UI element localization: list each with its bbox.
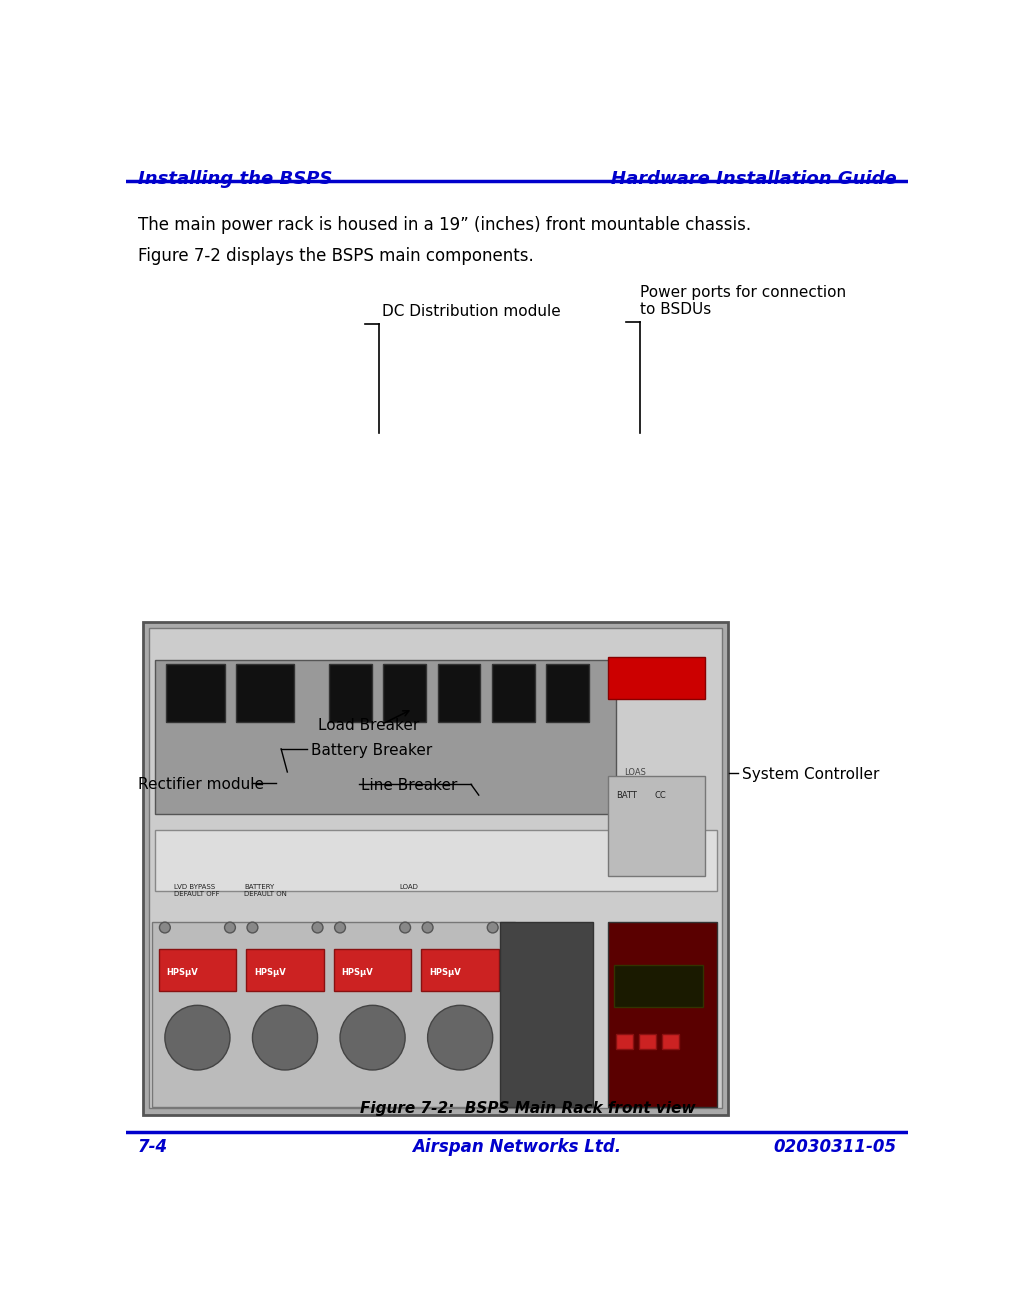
Text: BATT: BATT (615, 792, 637, 801)
Text: Airspan Networks Ltd.: Airspan Networks Ltd. (412, 1138, 622, 1156)
Bar (149, 628, 722, 1109)
Text: System Controller: System Controller (743, 767, 880, 781)
Bar (492, 664, 535, 722)
Bar (334, 949, 412, 992)
Circle shape (428, 1005, 492, 1070)
Text: 02030311-05: 02030311-05 (773, 1138, 896, 1156)
Bar (152, 922, 516, 1108)
Circle shape (335, 922, 345, 933)
Text: LOAS: LOAS (625, 768, 646, 777)
Text: Installing the BSPS: Installing the BSPS (138, 170, 332, 188)
Bar (608, 776, 705, 876)
Bar (236, 664, 295, 722)
Bar (608, 922, 716, 1108)
Circle shape (159, 922, 171, 933)
Bar (663, 1034, 679, 1049)
Bar (166, 664, 225, 722)
Text: Hardware Installation Guide: Hardware Installation Guide (610, 170, 896, 188)
Circle shape (422, 922, 433, 933)
Bar (422, 949, 498, 992)
Text: Line Breaker: Line Breaker (361, 779, 457, 793)
Text: Battery Breaker: Battery Breaker (311, 742, 432, 758)
Text: Rectifier module: Rectifier module (138, 776, 263, 792)
Text: HPSμV: HPSμV (342, 968, 373, 978)
Bar (546, 664, 589, 722)
Bar (613, 965, 702, 1006)
Circle shape (164, 1005, 230, 1070)
Text: DC Distribution module: DC Distribution module (381, 304, 561, 318)
Text: Figure 7-2 displays the BSPS main components.: Figure 7-2 displays the BSPS main compon… (138, 247, 534, 265)
Bar (158, 949, 236, 992)
Text: The main power rack is housed in a 19” (inches) front mountable chassis.: The main power rack is housed in a 19” (… (138, 216, 751, 234)
Text: BATTERY
DEFAULT ON: BATTERY DEFAULT ON (244, 884, 287, 897)
Circle shape (312, 922, 323, 933)
Text: LOAD: LOAD (399, 884, 418, 889)
Bar (383, 664, 426, 722)
Circle shape (487, 922, 498, 933)
Bar (154, 829, 716, 892)
Text: HPSμV: HPSμV (166, 968, 198, 978)
Circle shape (400, 922, 411, 933)
Text: 7-4: 7-4 (138, 1138, 167, 1156)
Text: CC: CC (655, 792, 666, 801)
Bar (615, 1034, 633, 1049)
Bar (608, 656, 705, 699)
Bar (329, 664, 371, 722)
Circle shape (252, 1005, 318, 1070)
Text: to BSDUs: to BSDUs (640, 303, 711, 317)
Bar (499, 922, 592, 1108)
Circle shape (247, 922, 258, 933)
Bar (154, 660, 615, 814)
Text: HPSμV: HPSμV (254, 968, 286, 978)
Text: Load Breaker: Load Breaker (318, 718, 420, 733)
Bar (143, 621, 728, 1114)
Circle shape (340, 1005, 406, 1070)
Circle shape (225, 922, 235, 933)
Text: HPSμV: HPSμV (429, 968, 461, 978)
Text: LVD BYPASS
DEFAULT OFF: LVD BYPASS DEFAULT OFF (175, 884, 220, 897)
Text: Power ports for connection: Power ports for connection (640, 286, 847, 300)
Bar (639, 1034, 656, 1049)
Text: Figure 7-2:  BSPS Main Rack front view: Figure 7-2: BSPS Main Rack front view (359, 1101, 695, 1115)
Bar (246, 949, 324, 992)
Bar (438, 664, 480, 722)
